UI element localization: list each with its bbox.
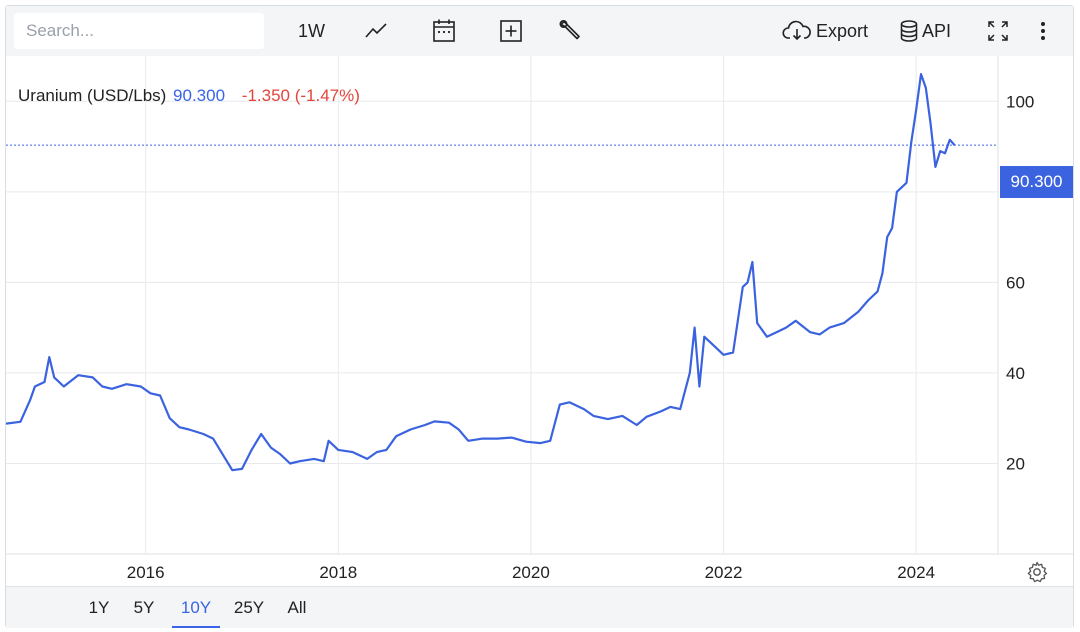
- chart-legend: Uranium (USD/Lbs) 90.300 -1.350 (-1.47%): [18, 86, 360, 106]
- y-axis-ticks: 20406080100: [1006, 92, 1034, 473]
- price-series-line[interactable]: [6, 73, 956, 472]
- y-tick-label: 40: [1006, 364, 1025, 383]
- x-tick-label: 2018: [319, 563, 357, 582]
- x-axis-ticks: 2016 2018 2020 2022 2024: [127, 563, 935, 582]
- plus-box-icon[interactable]: [499, 6, 523, 56]
- range-5y[interactable]: 5Y: [133, 598, 155, 617]
- x-tick-label: 2020: [512, 563, 550, 582]
- x-tick-label: 2024: [897, 563, 935, 582]
- x-tick-label: 2022: [705, 563, 743, 582]
- more-vertical-icon[interactable]: [1038, 6, 1048, 56]
- y-tick-label: 20: [1006, 454, 1025, 473]
- range-all[interactable]: All: [287, 598, 307, 617]
- range-selector: 1Y 5Y 10Y 25Y All: [6, 586, 1073, 628]
- cloud-download-icon: [782, 20, 811, 41]
- api-label: API: [922, 20, 952, 41]
- wrench-icon[interactable]: [557, 6, 583, 56]
- x-tick-label: 2016: [127, 563, 165, 582]
- y-tick-label: 60: [1006, 273, 1025, 292]
- database-icon: [900, 20, 918, 42]
- range-1y[interactable]: 1Y: [88, 598, 110, 617]
- series-name: Uranium (USD/Lbs): [18, 86, 167, 105]
- gear-icon[interactable]: [1025, 560, 1049, 589]
- line-chart-icon[interactable]: [363, 6, 389, 56]
- fullscreen-icon[interactable]: [986, 6, 1010, 56]
- chart-frame: [5, 5, 1074, 628]
- legend-price: 90.300: [173, 86, 226, 105]
- last-price-tag: 90.300: [1000, 166, 1073, 198]
- y-tick-label: 100: [1006, 92, 1034, 111]
- legend-change: -1.350 (-1.47%): [241, 86, 360, 105]
- export-button[interactable]: Export: [782, 6, 868, 56]
- export-label: Export: [816, 20, 869, 41]
- range-25y[interactable]: 25Y: [233, 598, 265, 617]
- search-input[interactable]: Search...: [14, 13, 264, 49]
- grid: [6, 56, 998, 554]
- range-10y[interactable]: 10Y: [172, 587, 220, 628]
- calendar-icon[interactable]: [432, 6, 456, 56]
- interval-selector[interactable]: 1W: [298, 20, 325, 41]
- api-button[interactable]: API: [899, 6, 951, 56]
- toolbar: Search... 1W Export API: [6, 6, 1073, 56]
